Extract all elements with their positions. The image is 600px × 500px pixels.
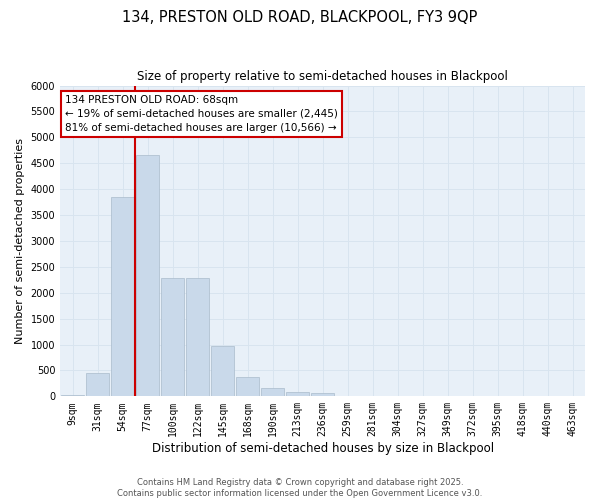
Bar	[61, 395, 84, 396]
Bar	[286, 392, 309, 396]
Bar	[187, 278, 209, 396]
Title: Size of property relative to semi-detached houses in Blackpool: Size of property relative to semi-detach…	[137, 70, 508, 83]
Bar	[262, 388, 284, 396]
Bar	[311, 392, 334, 396]
Text: 134 PRESTON OLD ROAD: 68sqm
← 19% of semi-detached houses are smaller (2,445)
81: 134 PRESTON OLD ROAD: 68sqm ← 19% of sem…	[65, 95, 338, 133]
Bar	[161, 278, 184, 396]
Text: Contains HM Land Registry data © Crown copyright and database right 2025.
Contai: Contains HM Land Registry data © Crown c…	[118, 478, 482, 498]
Bar	[86, 373, 109, 396]
Y-axis label: Number of semi-detached properties: Number of semi-detached properties	[15, 138, 25, 344]
Bar	[136, 156, 159, 396]
X-axis label: Distribution of semi-detached houses by size in Blackpool: Distribution of semi-detached houses by …	[152, 442, 494, 455]
Bar	[211, 346, 234, 397]
Bar	[236, 376, 259, 396]
Text: 134, PRESTON OLD ROAD, BLACKPOOL, FY3 9QP: 134, PRESTON OLD ROAD, BLACKPOOL, FY3 9Q…	[122, 10, 478, 25]
Bar	[112, 197, 134, 396]
